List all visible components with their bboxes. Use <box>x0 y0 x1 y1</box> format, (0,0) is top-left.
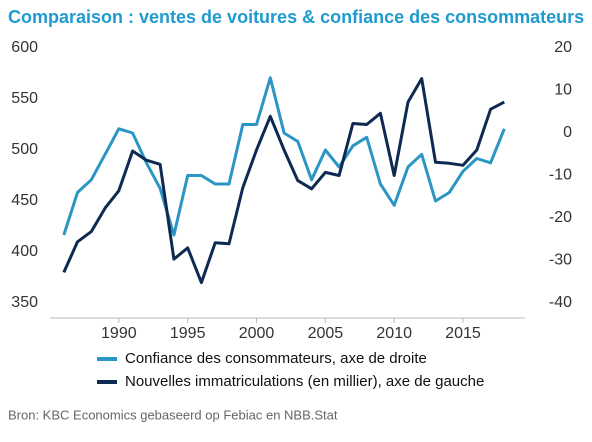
y-tick-label: 550 <box>11 90 38 107</box>
x-tick-label: 1990 <box>101 325 137 342</box>
y-tick-label: 350 <box>11 294 38 311</box>
y2-tick-label: 0 <box>563 124 572 141</box>
y2-tick-label: -10 <box>549 167 572 184</box>
y-tick-label: 600 <box>11 39 38 56</box>
y2-tick-label: 10 <box>554 82 572 99</box>
x-tick-label: 1995 <box>170 325 206 342</box>
y2-tick-label: -20 <box>549 209 572 226</box>
x-tick-label: 2000 <box>239 325 275 342</box>
x-tick-label: 2010 <box>376 325 412 342</box>
legend-label: Confiance des consommateurs, axe de droi… <box>125 350 427 367</box>
y-tick-label: 500 <box>11 141 38 158</box>
x-tick-label: 2015 <box>445 325 481 342</box>
legend-label: Nouvelles immatriculations (en millier),… <box>125 373 484 390</box>
y-tick-label: 450 <box>11 192 38 209</box>
y-tick-label: 400 <box>11 243 38 260</box>
y2-tick-label: -40 <box>549 294 572 311</box>
source-note: Bron: KBC Economics gebaseerd op Febiac … <box>8 407 338 422</box>
chart-title: Comparaison : ventes de voitures & confi… <box>8 7 584 27</box>
y2-tick-label: 20 <box>554 39 572 56</box>
series-line <box>62 76 506 237</box>
series-line <box>62 77 505 285</box>
x-tick-label: 2005 <box>308 325 344 342</box>
y2-tick-label: -30 <box>549 252 572 269</box>
